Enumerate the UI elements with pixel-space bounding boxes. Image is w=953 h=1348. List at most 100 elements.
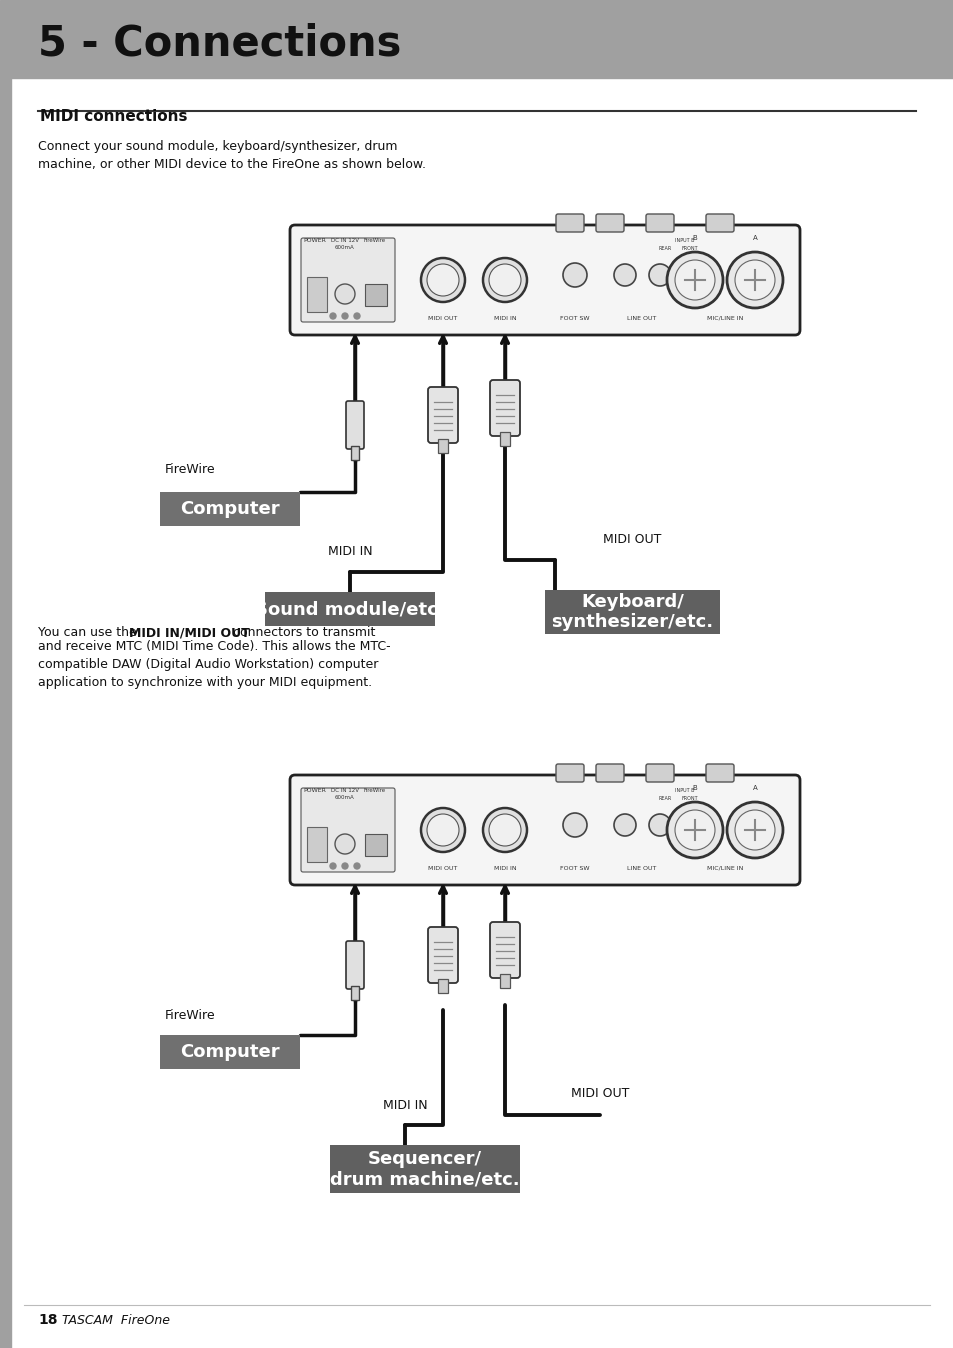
Text: DC IN 12V: DC IN 12V <box>331 789 358 793</box>
Bar <box>544 590 720 634</box>
Text: MIDI IN: MIDI IN <box>382 1099 427 1112</box>
Text: MIC/LINE IN: MIC/LINE IN <box>706 865 742 871</box>
Text: FOOT SW: FOOT SW <box>559 315 589 321</box>
Text: Sequencer/
drum machine/etc.: Sequencer/ drum machine/etc. <box>330 1150 519 1189</box>
FancyBboxPatch shape <box>596 764 623 782</box>
Circle shape <box>675 810 714 851</box>
Text: MIDI IN/MIDI OUT: MIDI IN/MIDI OUT <box>129 625 250 639</box>
Circle shape <box>354 863 359 869</box>
FancyBboxPatch shape <box>428 387 457 443</box>
Text: connectors to transmit: connectors to transmit <box>229 625 375 639</box>
Text: MIDI IN: MIDI IN <box>493 315 516 321</box>
Text: MIDI OUT: MIDI OUT <box>428 315 457 321</box>
Text: REAR: REAR <box>658 797 671 801</box>
Text: INPUT B: INPUT B <box>675 239 694 243</box>
Circle shape <box>614 814 636 836</box>
Bar <box>499 431 510 446</box>
Circle shape <box>330 863 335 869</box>
FancyBboxPatch shape <box>645 764 673 782</box>
Text: Computer: Computer <box>180 500 279 518</box>
Bar <box>437 439 448 453</box>
Text: 5 - Connections: 5 - Connections <box>38 22 401 63</box>
Bar <box>499 975 510 988</box>
Bar <box>0 0 953 78</box>
Circle shape <box>335 284 355 305</box>
Text: You can use the: You can use the <box>38 625 141 639</box>
FancyBboxPatch shape <box>645 214 673 232</box>
FancyBboxPatch shape <box>556 214 583 232</box>
Text: FRONT: FRONT <box>681 245 698 251</box>
FancyBboxPatch shape <box>290 775 800 886</box>
Bar <box>365 834 387 856</box>
Text: 600mA: 600mA <box>335 245 355 249</box>
Circle shape <box>734 810 774 851</box>
FancyBboxPatch shape <box>301 789 395 872</box>
Circle shape <box>648 264 670 286</box>
Text: B: B <box>692 235 697 241</box>
Circle shape <box>734 260 774 301</box>
Circle shape <box>675 260 714 301</box>
FancyBboxPatch shape <box>290 225 800 336</box>
Bar <box>669 824 700 844</box>
Circle shape <box>330 313 335 319</box>
Bar <box>437 979 448 993</box>
Text: FireWire: FireWire <box>363 789 386 793</box>
FancyBboxPatch shape <box>556 764 583 782</box>
Text: DC IN 12V: DC IN 12V <box>331 239 358 243</box>
Circle shape <box>489 264 520 297</box>
FancyBboxPatch shape <box>428 927 457 983</box>
Circle shape <box>420 807 464 852</box>
Bar <box>351 985 358 1000</box>
FancyBboxPatch shape <box>596 214 623 232</box>
Text: 600mA: 600mA <box>335 795 355 799</box>
Text: B: B <box>692 785 697 791</box>
FancyBboxPatch shape <box>490 380 519 435</box>
Text: MIDI connections: MIDI connections <box>40 109 188 124</box>
Text: FireWire: FireWire <box>165 462 215 476</box>
Bar <box>265 592 435 625</box>
Circle shape <box>489 814 520 847</box>
Text: MIDI OUT: MIDI OUT <box>602 532 661 546</box>
Circle shape <box>726 252 782 307</box>
Circle shape <box>341 313 348 319</box>
FancyBboxPatch shape <box>346 941 364 989</box>
Text: Keyboard/
synthesizer/etc.: Keyboard/ synthesizer/etc. <box>551 593 713 631</box>
Circle shape <box>482 807 526 852</box>
Circle shape <box>482 257 526 302</box>
FancyBboxPatch shape <box>705 764 733 782</box>
FancyBboxPatch shape <box>301 239 395 322</box>
FancyBboxPatch shape <box>705 214 733 232</box>
Bar <box>351 446 358 460</box>
Text: 18: 18 <box>38 1313 57 1326</box>
Text: MIDI OUT: MIDI OUT <box>428 865 457 871</box>
Text: Computer: Computer <box>180 1043 279 1061</box>
Text: and receive MTC (MIDI Time Code). This allows the MTC-
compatible DAW (Digital A: and receive MTC (MIDI Time Code). This a… <box>38 640 390 689</box>
Text: Sound module/etc.: Sound module/etc. <box>254 600 444 617</box>
Text: POWER: POWER <box>303 789 326 793</box>
Text: MIDI IN: MIDI IN <box>493 865 516 871</box>
FancyBboxPatch shape <box>346 400 364 449</box>
Text: MIDI IN: MIDI IN <box>327 545 372 558</box>
Circle shape <box>420 257 464 302</box>
Circle shape <box>614 264 636 286</box>
Circle shape <box>341 863 348 869</box>
Text: MIDI OUT: MIDI OUT <box>570 1086 629 1100</box>
Bar <box>365 284 387 306</box>
Circle shape <box>354 313 359 319</box>
Text: Connect your sound module, keyboard/synthesizer, drum
machine, or other MIDI dev: Connect your sound module, keyboard/synt… <box>38 140 426 171</box>
Circle shape <box>562 813 586 837</box>
Text: FireWire: FireWire <box>165 1010 215 1022</box>
Text: LINE OUT: LINE OUT <box>627 865 656 871</box>
Text: REAR: REAR <box>658 245 671 251</box>
Bar <box>669 274 700 294</box>
Text: INPUT B: INPUT B <box>675 789 694 793</box>
FancyBboxPatch shape <box>490 922 519 979</box>
Text: A: A <box>752 235 757 241</box>
Text: LINE OUT: LINE OUT <box>627 315 656 321</box>
Text: FRONT: FRONT <box>681 797 698 801</box>
Circle shape <box>335 834 355 855</box>
Bar <box>160 1035 299 1069</box>
Text: POWER: POWER <box>303 239 326 243</box>
Circle shape <box>427 264 458 297</box>
Circle shape <box>648 814 670 836</box>
